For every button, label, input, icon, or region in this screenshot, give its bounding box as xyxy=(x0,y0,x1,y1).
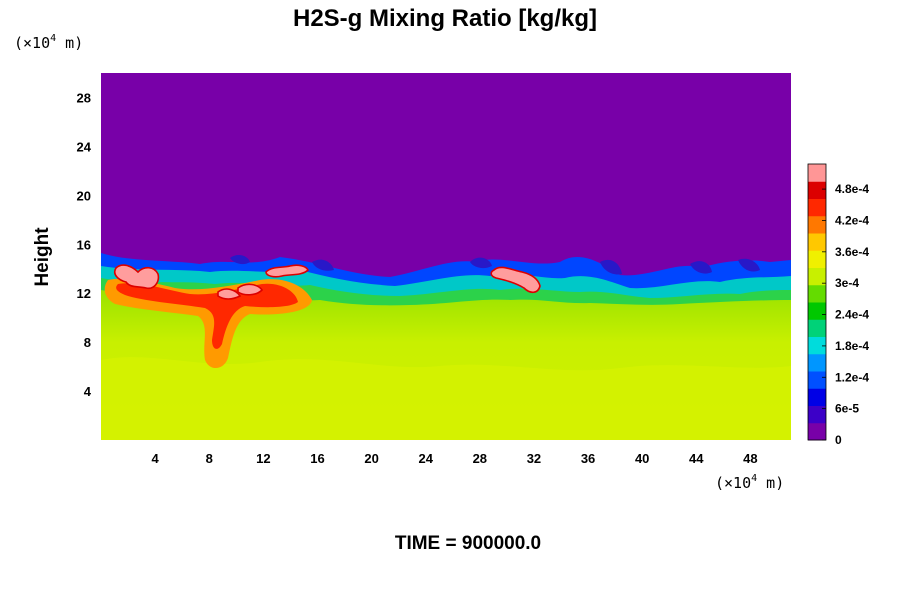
colorbar-tick-label: 1.8e-4 xyxy=(835,339,869,353)
colorbar-swatch xyxy=(808,422,826,441)
x-unit-label: (×104 m) xyxy=(715,473,784,492)
colorbar-swatch xyxy=(808,319,826,337)
colorbar-swatch xyxy=(808,181,826,199)
x-tick-label: 28 xyxy=(473,451,487,466)
colorbar-swatches xyxy=(808,164,826,441)
y-unit-label: (×104 m) xyxy=(14,33,83,52)
x-tick-label: 4 xyxy=(152,451,160,466)
peak-patch xyxy=(217,288,242,300)
peak-patch xyxy=(490,266,541,294)
colorbar-swatch xyxy=(808,250,826,268)
colorbar-tick-label: 3e-4 xyxy=(835,276,859,290)
x-tick-label: 40 xyxy=(635,451,649,466)
y-tick-label: 20 xyxy=(77,188,91,203)
colorbar-swatch xyxy=(808,388,826,406)
colorbar-swatch xyxy=(808,198,826,217)
y-tick-label: 8 xyxy=(84,335,91,350)
colorbar-swatch xyxy=(808,371,826,389)
colorbar-swatch xyxy=(808,302,826,320)
colorbar-tick-label: 1.2e-4 xyxy=(835,370,869,384)
x-tick-label: 24 xyxy=(418,451,433,466)
colorbar-swatch xyxy=(808,284,826,303)
peak-patch xyxy=(113,264,160,290)
plot-area xyxy=(101,73,791,440)
time-label: TIME = 900000.0 xyxy=(395,533,541,554)
colorbar-swatch xyxy=(808,164,826,182)
y-tick-label: 24 xyxy=(77,139,92,154)
colorbar-swatch xyxy=(808,267,826,286)
x-tick-label: 8 xyxy=(206,451,213,466)
y-tick-label: 12 xyxy=(77,286,91,301)
y-tick-label: 4 xyxy=(84,384,92,399)
peak-patch xyxy=(237,283,264,296)
colorbar-frame xyxy=(807,163,827,441)
colorbar-swatch xyxy=(808,233,826,251)
colorbar-ticks: 0 6e-5 1.2e-4 1.8e-4 2.4e-4 3e-4 3.6e-4 4.2e-4 4… xyxy=(822,182,869,447)
lower-swirl xyxy=(101,357,791,440)
colorbar-tick-label: 3.6e-4 xyxy=(835,245,869,259)
colorbar-swatch xyxy=(808,336,826,355)
interface-wisps xyxy=(230,255,760,275)
x-tick-label: 12 xyxy=(256,451,270,466)
peak-patches xyxy=(113,264,541,300)
x-tick-label: 20 xyxy=(364,451,378,466)
colorbar-tick-label: 4.8e-4 xyxy=(835,182,869,196)
y-axis-ticks: 4 8 12 16 20 24 28 xyxy=(77,90,92,399)
colorbar-tick-label: 6e-5 xyxy=(835,402,859,416)
x-tick-label: 44 xyxy=(689,451,704,466)
x-tick-label: 32 xyxy=(527,451,541,466)
plume-red xyxy=(116,283,298,349)
field-layers xyxy=(101,253,791,440)
x-tick-label: 16 xyxy=(310,451,324,466)
colorbar-swatch xyxy=(808,405,826,424)
colorbar-swatch xyxy=(808,215,826,234)
colorbar: 0 6e-5 1.2e-4 1.8e-4 2.4e-4 3e-4 3.6e-4 4.2e-4 4… xyxy=(807,163,869,447)
x-tick-label: 48 xyxy=(743,451,757,466)
x-tick-label: 36 xyxy=(581,451,595,466)
peak-patch xyxy=(265,264,309,278)
colorbar-tick-label: 2.4e-4 xyxy=(835,308,869,322)
chart-title: H2S-g Mixing Ratio [kg/kg] xyxy=(293,5,597,32)
y-tick-label: 28 xyxy=(77,90,91,105)
y-axis-label: Height xyxy=(32,227,53,287)
colorbar-tick-label: 0 xyxy=(835,433,842,447)
x-axis-ticks: 4 8 12 16 20 24 28 32 36 40 44 48 xyxy=(152,451,758,466)
colorbar-swatch xyxy=(808,353,826,372)
y-tick-label: 16 xyxy=(77,237,91,252)
colorbar-tick-label: 4.2e-4 xyxy=(835,213,869,227)
